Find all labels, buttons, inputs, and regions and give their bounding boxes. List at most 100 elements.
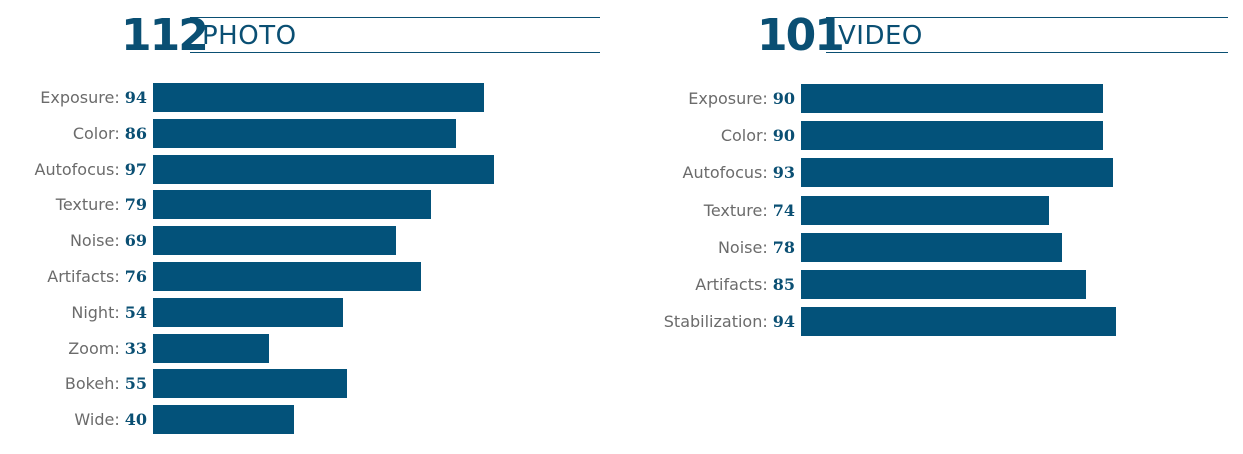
photo-label-wrap: Color: 86 bbox=[0, 119, 147, 148]
video-label-colon: : bbox=[762, 89, 768, 108]
video-row-exposure: Exposure: 90 bbox=[620, 84, 1243, 113]
video-bar-texture bbox=[801, 195, 1049, 225]
video-title: VIDEO bbox=[838, 21, 923, 51]
video-label-wrap: Stabilization: 94 bbox=[620, 307, 795, 336]
video-category-label: Stabilization bbox=[663, 312, 763, 332]
video-label-colon: : bbox=[762, 275, 768, 294]
photo-value-label: 33 bbox=[124, 338, 147, 358]
photo-label-wrap: Zoom: 33 bbox=[0, 334, 147, 363]
video-row-color: Color: 90 bbox=[620, 121, 1243, 151]
video-value-label: 94 bbox=[772, 312, 795, 332]
photo-label-wrap: Wide: 40 bbox=[0, 405, 147, 434]
photo-label-wrap: Noise: 69 bbox=[0, 226, 147, 255]
video-label-colon: : bbox=[762, 200, 768, 220]
video-label-colon: : bbox=[762, 237, 768, 257]
photo-bar-bokeh bbox=[153, 369, 347, 399]
photo-row-wide: Wide: 40 bbox=[0, 405, 620, 435]
photo-row-autofocus: Autofocus: 97 bbox=[0, 154, 620, 184]
photo-row-artifacts: Artifacts: 76 bbox=[0, 262, 620, 291]
video-category-label: Exposure bbox=[688, 89, 763, 108]
video-category-label: Artifacts bbox=[695, 275, 763, 294]
photo-label-colon: : bbox=[114, 88, 120, 107]
photo-bar-wide bbox=[153, 405, 294, 435]
photo-label-colon: : bbox=[114, 410, 120, 430]
video-category-label: Noise bbox=[717, 237, 763, 257]
photo-value-label: 54 bbox=[124, 302, 147, 322]
photo-value-label: 94 bbox=[124, 88, 147, 107]
photo-title-box: PHOTO bbox=[190, 17, 600, 53]
photo-category-label: Wide bbox=[74, 410, 115, 430]
photo-bar-exposure bbox=[153, 83, 484, 112]
video-label-colon: : bbox=[762, 163, 768, 183]
video-value-label: 74 bbox=[772, 200, 795, 220]
photo-bar-night bbox=[153, 297, 344, 327]
photo-title: PHOTO bbox=[202, 21, 297, 51]
photo-value-label: 55 bbox=[124, 374, 147, 394]
photo-label-colon: : bbox=[114, 159, 120, 179]
photo-row-texture: Texture: 79 bbox=[0, 190, 620, 220]
photo-category-label: Bokeh bbox=[64, 374, 115, 394]
photo-value-label: 40 bbox=[124, 410, 147, 430]
photo-category-label: Texture bbox=[55, 195, 115, 215]
photo-value-label: 79 bbox=[124, 195, 147, 215]
video-category-label: Color bbox=[720, 126, 763, 146]
photo-row-color: Color: 86 bbox=[0, 118, 620, 148]
photo-label-colon: : bbox=[114, 267, 120, 286]
video-bar-noise bbox=[801, 232, 1063, 262]
photo-row-exposure: Exposure: 94 bbox=[0, 83, 620, 112]
video-value-label: 90 bbox=[772, 89, 795, 108]
photo-category-label: Artifacts bbox=[47, 267, 115, 286]
photo-label-wrap: Night: 54 bbox=[0, 298, 147, 327]
video-panel: 101 VIDEO Exposure: 90 Color: 90 Autofocus: 9… bbox=[620, 0, 1243, 454]
video-category-label: Autofocus bbox=[682, 163, 763, 183]
video-category-label: Texture bbox=[703, 200, 763, 220]
video-bar-autofocus bbox=[801, 158, 1113, 188]
photo-row-zoom: Zoom: 33 bbox=[0, 333, 620, 363]
photo-row-night: Night: 54 bbox=[0, 297, 620, 327]
photo-label-colon: : bbox=[114, 123, 120, 143]
photo-label-wrap: Autofocus: 97 bbox=[0, 155, 148, 184]
video-label-wrap: Autofocus: 93 bbox=[620, 158, 796, 187]
photo-label-colon: : bbox=[114, 374, 120, 394]
photo-value-label: 76 bbox=[124, 267, 147, 286]
photo-label-colon: : bbox=[114, 302, 120, 322]
video-label-colon: : bbox=[762, 312, 768, 332]
photo-bar-texture bbox=[153, 190, 432, 220]
video-bar-stabilization bbox=[801, 307, 1116, 337]
photo-category-label: Night bbox=[71, 302, 115, 322]
video-title-box: VIDEO bbox=[826, 17, 1228, 53]
photo-panel: 112 PHOTO Exposure: 94 Color: 86 Autofocus: 9… bbox=[0, 0, 620, 454]
photo-label-wrap: Exposure: 94 bbox=[0, 83, 147, 112]
video-label-wrap: Exposure: 90 bbox=[620, 84, 795, 113]
photo-label-colon: : bbox=[114, 231, 120, 251]
video-row-noise: Noise: 78 bbox=[620, 232, 1243, 262]
video-row-texture: Texture: 74 bbox=[620, 195, 1243, 225]
photo-category-label: Zoom bbox=[68, 338, 115, 358]
photo-value-label: 86 bbox=[124, 123, 147, 143]
video-value-label: 78 bbox=[772, 237, 795, 257]
photo-bar-noise bbox=[153, 226, 396, 256]
photo-category-label: Autofocus bbox=[34, 159, 115, 179]
photo-bar-zoom bbox=[153, 333, 270, 363]
photo-category-label: Exposure bbox=[40, 88, 115, 107]
photo-label-colon: : bbox=[114, 195, 120, 215]
video-bar-artifacts bbox=[801, 270, 1086, 299]
photo-label-wrap: Bokeh: 55 bbox=[0, 369, 147, 398]
video-label-colon: : bbox=[762, 126, 768, 146]
video-bar-exposure bbox=[801, 84, 1103, 113]
video-bar-color bbox=[801, 121, 1103, 151]
photo-label-wrap: Texture: 79 bbox=[0, 190, 147, 219]
video-label-wrap: Artifacts: 85 bbox=[620, 270, 795, 299]
photo-bar-autofocus bbox=[153, 154, 495, 184]
photo-value-label: 97 bbox=[124, 159, 147, 179]
photo-category-label: Color bbox=[72, 123, 115, 143]
photo-bars: Exposure: 94 Color: 86 Autofocus: 97 Texture: 7… bbox=[0, 0, 620, 454]
photo-row-bokeh: Bokeh: 55 bbox=[0, 369, 620, 399]
video-label-wrap: Texture: 74 bbox=[620, 196, 795, 225]
photo-value-label: 69 bbox=[124, 231, 147, 251]
video-row-artifacts: Artifacts: 85 bbox=[620, 270, 1243, 299]
photo-category-label: Noise bbox=[69, 231, 115, 251]
photo-label-colon: : bbox=[114, 338, 120, 358]
video-row-autofocus: Autofocus: 93 bbox=[620, 158, 1243, 188]
photo-label-wrap: Artifacts: 76 bbox=[0, 262, 147, 291]
